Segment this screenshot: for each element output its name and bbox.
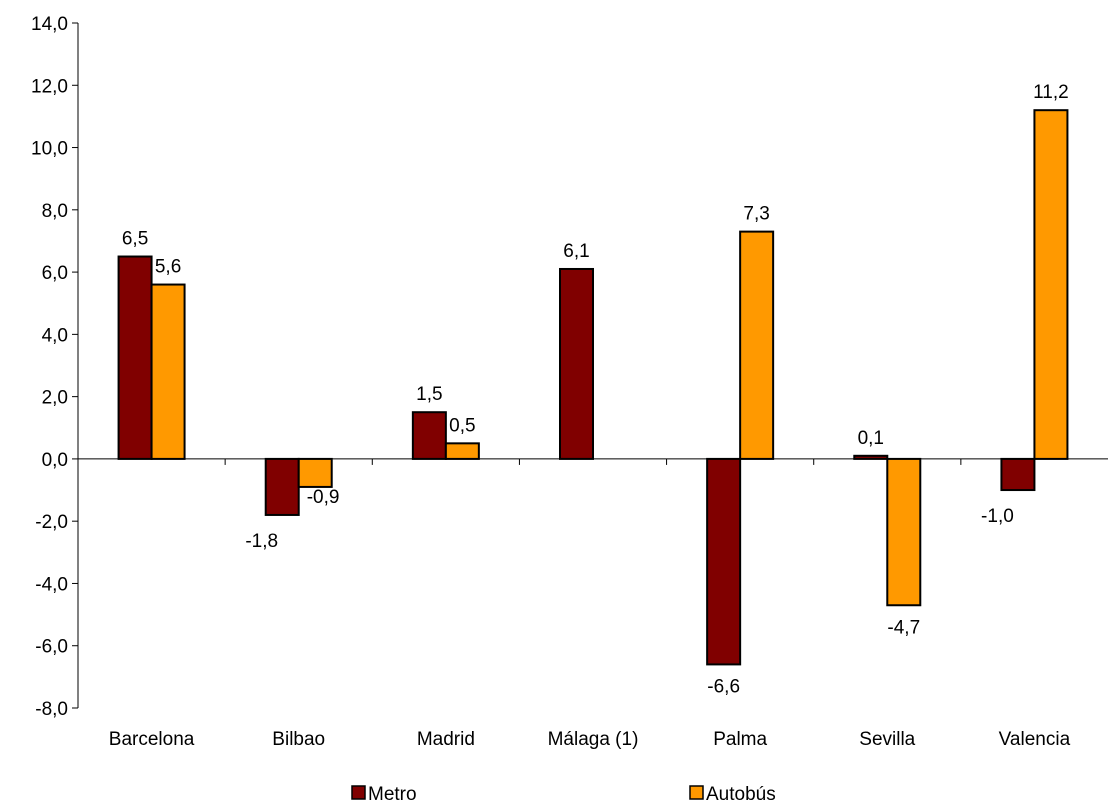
- data-label: -6,6: [707, 676, 740, 697]
- data-label: 0,1: [858, 428, 884, 449]
- x-category-label: Sevilla: [859, 729, 915, 750]
- y-tick-label: 6,0: [42, 263, 68, 284]
- legend-label: Metro: [368, 784, 417, 805]
- bar-metro: [1000, 457, 1036, 492]
- bar-autobs: [739, 230, 775, 460]
- legend-swatch: [689, 785, 704, 800]
- axes: -8,0 -6,0 -4,0 -2,0 0,0 2,0 4,0 6,0 8,0 10,0 12,0 1…: [31, 14, 1108, 750]
- legend-label: Autobús: [706, 784, 776, 805]
- data-label: -1,0: [981, 506, 1014, 527]
- y-tick-label: 8,0: [42, 201, 68, 222]
- data-label: 6,5: [122, 229, 148, 250]
- bar-autobs: [886, 457, 922, 607]
- data-label: 11,2: [1033, 82, 1069, 103]
- data-label: 0,5: [449, 415, 475, 436]
- x-category-label: Bilbao: [272, 729, 325, 750]
- x-category-label: Madrid: [417, 729, 475, 750]
- bar-metro: [117, 255, 153, 460]
- bar-metro: [411, 411, 447, 460]
- data-label: 5,6: [155, 257, 181, 278]
- y-tick-label: 14,0: [31, 14, 68, 35]
- bar-autobs: [297, 457, 333, 488]
- x-category-label: Valencia: [999, 729, 1071, 750]
- y-tick-label: 4,0: [42, 325, 68, 346]
- y-tick-label: -8,0: [35, 699, 68, 720]
- y-tick-label: -4,0: [35, 574, 68, 595]
- data-label: 1,5: [416, 384, 442, 405]
- y-tick-label: 2,0: [42, 388, 68, 409]
- y-tick-label: 12,0: [31, 76, 68, 97]
- legend-swatch: [351, 785, 366, 800]
- y-tick-label: 0,0: [42, 450, 68, 471]
- data-label: -1,8: [245, 531, 278, 552]
- bar-autobs: [1033, 109, 1069, 460]
- bar-autobs: [150, 283, 186, 460]
- x-category-label: Málaga (1): [548, 729, 639, 750]
- bars: [117, 109, 1069, 666]
- x-category-label: Palma: [713, 729, 767, 750]
- data-label: -0,9: [307, 487, 340, 508]
- data-label: 6,1: [563, 241, 589, 262]
- legend: Metro Autobús: [351, 784, 776, 805]
- bar-autobs: [444, 442, 480, 460]
- bar-metro: [559, 267, 594, 460]
- data-label: -4,7: [887, 617, 920, 638]
- y-tick-label: 10,0: [31, 139, 68, 160]
- bar-metro: [853, 454, 889, 460]
- data-labels: 6,5 5,6 -1,8 -0,9 1,5 0,5 6,1 -6,6 7,3 0,1 -4,7 -1,…: [122, 82, 1069, 697]
- bar-metro: [264, 457, 300, 516]
- y-tick-label: -2,0: [35, 512, 68, 533]
- data-label: 7,3: [743, 204, 769, 225]
- x-category-label: Barcelona: [109, 729, 195, 750]
- bar-metro: [706, 457, 742, 666]
- y-tick-label: -6,0: [35, 637, 68, 658]
